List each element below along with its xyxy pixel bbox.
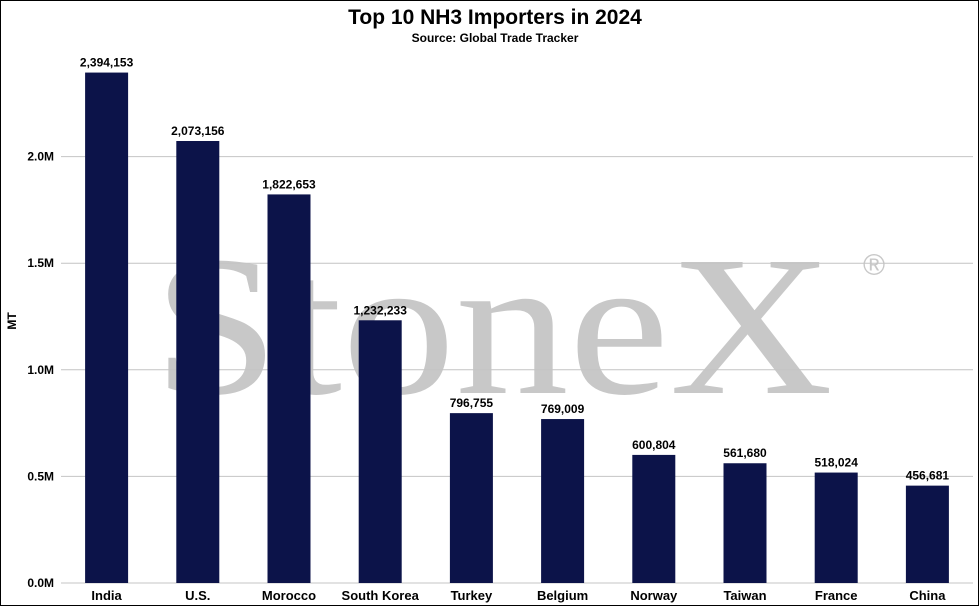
x-category-label: South Korea — [342, 588, 420, 603]
bar — [176, 141, 220, 583]
bar-value-label: 561,680 — [723, 446, 767, 460]
y-axis-label: MT — [5, 312, 19, 330]
bar-value-label: 2,073,156 — [171, 124, 225, 138]
chart-subtitle: Source: Global Trade Tracker — [412, 31, 579, 45]
y-axis-ticks: 0.0M 0.5M 1.0M 1.5M 2.0M — [27, 150, 54, 590]
x-category-label: Belgium — [537, 588, 588, 603]
x-category-label: China — [909, 588, 946, 603]
y-tick-label: 1.5M — [27, 256, 54, 270]
bar-value-label: 2,394,153 — [80, 56, 134, 70]
y-tick-label: 1.0M — [27, 363, 54, 377]
bar-value-label: 769,009 — [541, 402, 585, 416]
chart-title: Top 10 NH3 Importers in 2024 — [348, 6, 642, 29]
x-category-label: Taiwan — [723, 588, 766, 603]
watermark-registered-mark: ® — [863, 249, 885, 282]
bar-value-label: 1,232,233 — [354, 303, 408, 317]
bars — [85, 72, 949, 583]
bar — [449, 413, 493, 583]
bar — [723, 463, 767, 583]
y-tick-label: 0.5M — [27, 469, 54, 483]
bar — [814, 472, 858, 583]
bar — [267, 194, 311, 583]
bar-value-label: 1,822,653 — [262, 177, 316, 191]
y-tick-label: 0.0M — [27, 576, 54, 590]
x-category-label: Morocco — [262, 588, 316, 603]
x-category-label: U.S. — [185, 588, 210, 603]
bar-value-label: 456,681 — [906, 469, 950, 483]
bar — [632, 454, 676, 583]
bar — [905, 485, 949, 583]
x-category-label: India — [91, 588, 122, 603]
x-category-label: Turkey — [451, 588, 493, 603]
watermark: StoneX ® — [153, 216, 885, 437]
bar — [541, 419, 585, 583]
x-category-label: France — [815, 588, 858, 603]
x-axis-categories: India U.S. Morocco South Korea Turkey Belgium… — [91, 588, 946, 603]
x-category-label: Norway — [630, 588, 678, 603]
bar-value-label: 600,804 — [632, 438, 676, 452]
bar — [358, 320, 402, 583]
watermark-logo: StoneX — [153, 216, 833, 437]
bar-value-labels: 2,394,153 2,073,156 1,822,653 1,232,233 796,… — [80, 56, 950, 483]
bar — [85, 72, 129, 583]
bar-value-label: 518,024 — [815, 456, 859, 470]
bar-value-label: 796,755 — [450, 396, 494, 410]
y-tick-label: 2.0M — [27, 150, 54, 164]
